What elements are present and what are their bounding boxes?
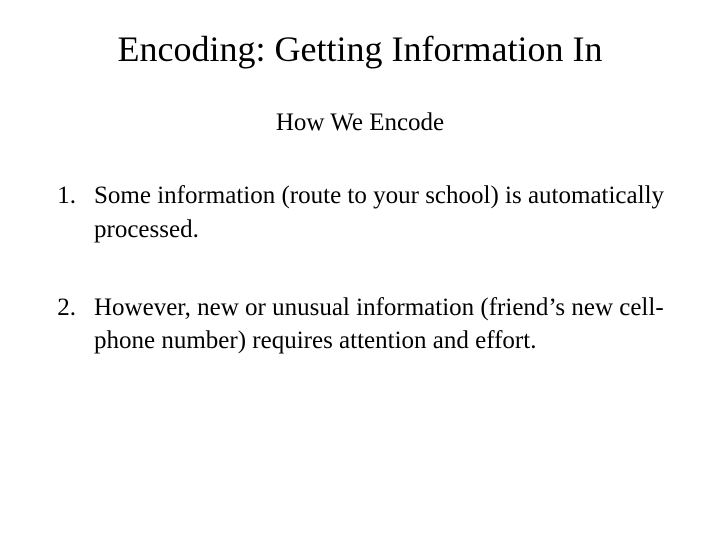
list-text: Some information (route to your school) … — [94, 179, 670, 247]
list-item: 1. Some information (route to your schoo… — [50, 179, 670, 247]
list-number: 1. — [50, 179, 94, 213]
content-list: 1. Some information (route to your schoo… — [50, 179, 670, 358]
list-text: However, new or unusual information (fri… — [94, 291, 670, 359]
slide-title: Encoding: Getting Information In — [50, 28, 670, 71]
list-number: 2. — [50, 291, 94, 325]
list-item: 2. However, new or unusual information (… — [50, 291, 670, 359]
slide-subtitle: How We Encode — [50, 109, 670, 137]
